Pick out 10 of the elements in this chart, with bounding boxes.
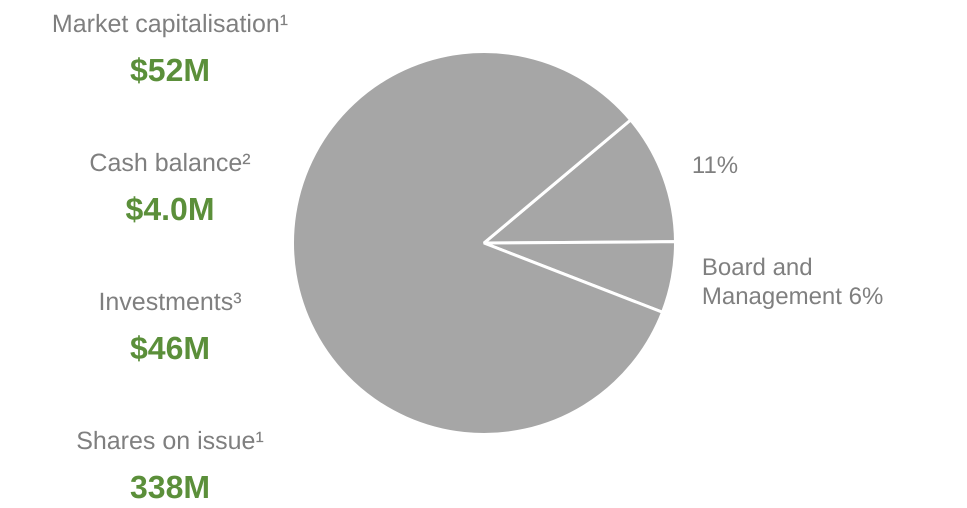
text: Market capitalisation¹ <box>50 10 290 39</box>
text: $46M <box>128 330 212 367</box>
text: 338M <box>128 469 212 506</box>
text: Shares on issue¹ <box>75 427 265 456</box>
data-label: 11% <box>692 152 738 180</box>
text: Cash balance² <box>88 149 252 178</box>
text: Investments³ <box>97 288 243 317</box>
slice-label: Board and Management 6% <box>702 254 884 310</box>
text: $52M <box>128 52 212 89</box>
text: $4.0M <box>124 191 216 228</box>
